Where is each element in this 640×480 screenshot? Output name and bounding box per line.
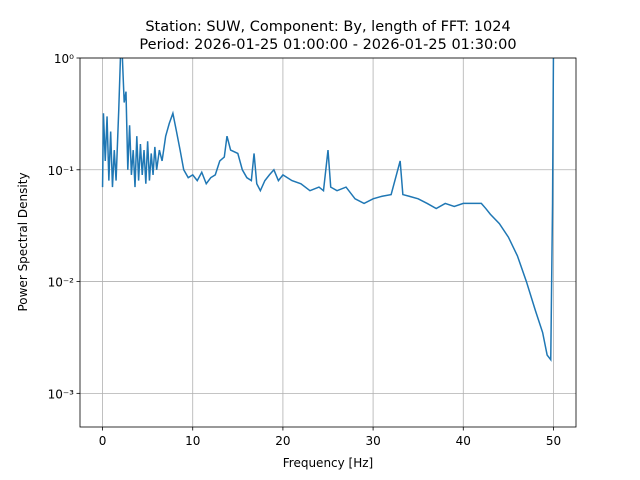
y-tick-label: 10⁻¹ [48,164,75,178]
y-tick-label: 10⁰ [54,52,74,66]
y-tick-label: 10⁻² [48,276,75,290]
chart-title: Station: SUW, Component: By, length of F… [145,19,510,35]
x-tick-label: 20 [275,434,290,448]
x-tick-label: 50 [546,434,561,448]
x-tick-label: 40 [456,434,471,448]
plot-frame [79,57,577,428]
y-tick-label: 10⁻³ [48,387,75,401]
psd-line [101,58,555,362]
x-tick-label: 0 [99,434,107,448]
x-axis-label: Frequency [Hz] [283,456,374,470]
y-axis-label: Power Spectral Density [16,172,30,311]
x-tick-label: 10 [185,434,200,448]
x-tick-label: 30 [365,434,380,448]
chart-subtitle: Period: 2026-01-25 01:00:00 - 2026-01-25… [139,37,516,53]
